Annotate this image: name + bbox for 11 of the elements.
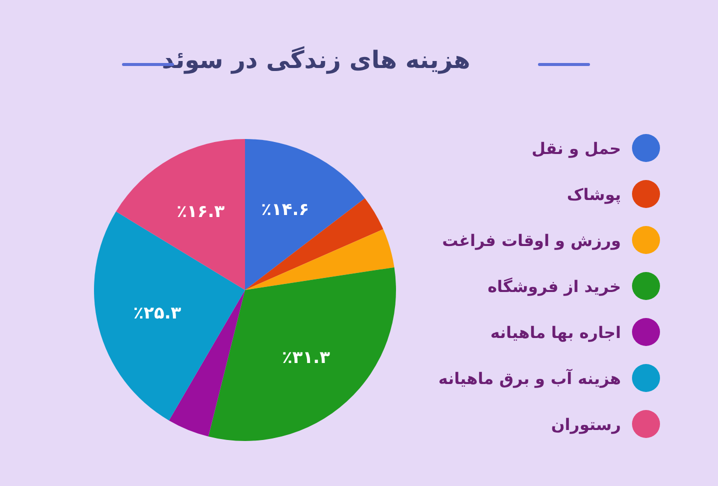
legend-label: هزینه آب و برق ماهیانه	[438, 368, 621, 388]
legend-label: خرید از فروشگاه	[488, 277, 621, 296]
data-label: ٪۱۴.۶	[261, 200, 310, 220]
legend-label: رستوران	[551, 415, 621, 434]
data-label: ٪۳۱.۳	[282, 348, 331, 368]
legend-label: پوشاک	[566, 185, 621, 204]
legend-label: حمل و نقل	[532, 139, 621, 158]
data-label: ٪۲۵.۳	[133, 303, 182, 324]
legend-label: اجاره بها ماهیانه	[490, 323, 621, 342]
legend-label: ورزش و اوقات فراغت	[442, 231, 621, 250]
data-label: ٪۱۶.۳	[176, 202, 226, 222]
